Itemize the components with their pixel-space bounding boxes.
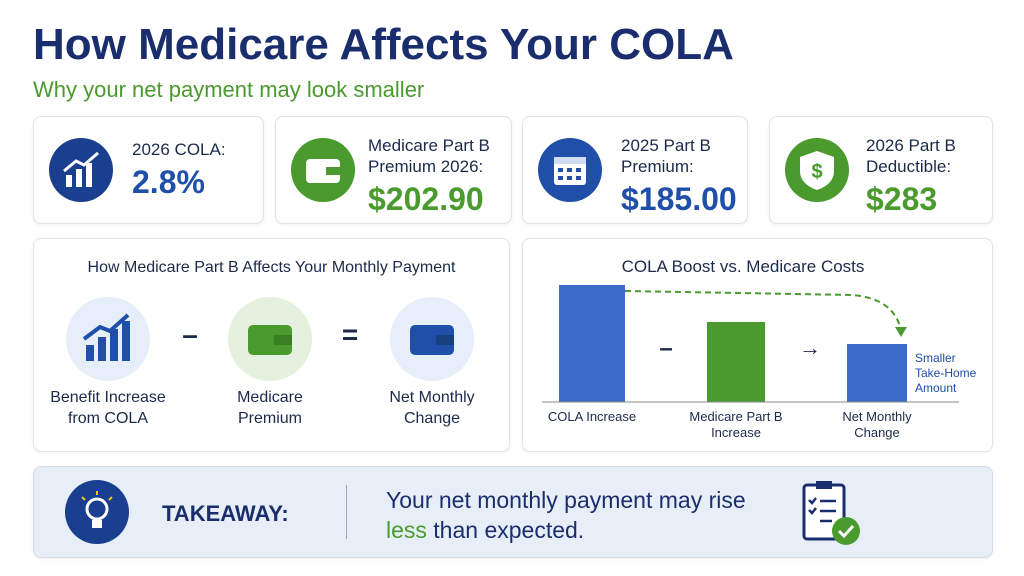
subtitle: Why your net payment may look smaller bbox=[33, 77, 425, 102]
flow-label: Net Monthly Change bbox=[389, 389, 475, 427]
icon bbox=[538, 138, 602, 202]
stat-label: 2025 Part B Premium: bbox=[621, 136, 711, 176]
icon bbox=[390, 297, 474, 381]
operator: – bbox=[182, 319, 198, 350]
bar-label: COLA Increase bbox=[547, 409, 637, 424]
illustration bbox=[542, 285, 959, 403]
icon: $ bbox=[785, 138, 849, 202]
stat-value: $185.00 bbox=[621, 181, 737, 217]
stat-label: Medicare Part B Premium 2026: bbox=[368, 136, 490, 176]
stat-card: 2026 COLA: 2.8% bbox=[33, 116, 264, 224]
bar-shape bbox=[847, 344, 907, 402]
svg-text:$: $ bbox=[811, 161, 822, 183]
takeaway-rest: than expected. bbox=[433, 517, 585, 543]
icon bbox=[49, 138, 113, 202]
comparison-panel: COLA Boost vs. Medicare Costs – → Smalle… bbox=[522, 238, 993, 452]
stat-value: 2.8% bbox=[132, 164, 205, 200]
stat-card: 2025 Part B Premium: $185.00 bbox=[522, 116, 748, 224]
takeaway-line: less than expected. bbox=[386, 515, 746, 545]
takeaway-text: Your net monthly payment may rise less t… bbox=[386, 485, 746, 545]
panel-title: How Medicare Part B Affects Your Monthly… bbox=[87, 259, 456, 276]
stat-value: $202.90 bbox=[368, 181, 484, 217]
takeaway-label: TAKEAWAY: bbox=[162, 501, 289, 526]
icon bbox=[65, 480, 129, 544]
stat-card: $ 2026 Part B Deductible: $283 bbox=[769, 116, 993, 224]
flow-label: Benefit Increase from COLA bbox=[50, 389, 166, 427]
operator: = bbox=[341, 319, 359, 350]
icon bbox=[66, 297, 150, 381]
bar-label: Medicare Part B Increase bbox=[689, 409, 783, 440]
stat-label: 2026 COLA: bbox=[132, 140, 226, 159]
icon bbox=[228, 297, 312, 381]
bar-label: Net Monthly Change bbox=[842, 409, 912, 440]
panel-title: COLA Boost vs. Medicare Costs bbox=[621, 257, 865, 276]
divider bbox=[346, 485, 347, 539]
bar-shape bbox=[707, 322, 765, 402]
operator: → bbox=[799, 335, 821, 360]
stat-label: 2026 Part B Deductible: bbox=[866, 136, 956, 176]
icon bbox=[802, 481, 860, 545]
note: Smaller Take-Home Amount bbox=[915, 351, 977, 395]
flow-panel: How Medicare Part B Affects Your Monthly… bbox=[33, 238, 510, 452]
title: How Medicare Affects Your COLA bbox=[33, 20, 734, 69]
stat-value: $283 bbox=[866, 181, 938, 217]
stat-card: Medicare Part B Premium 2026: $202.90 bbox=[275, 116, 512, 224]
operator: – bbox=[659, 335, 673, 362]
bar-shape bbox=[559, 285, 625, 402]
highlight: less bbox=[386, 517, 427, 543]
icon bbox=[291, 138, 355, 202]
flow-label: Medicare Premium bbox=[237, 389, 303, 427]
arrow-head bbox=[895, 327, 907, 337]
takeaway-line: Your net monthly payment may rise bbox=[386, 487, 746, 513]
takeaway-panel: TAKEAWAY: Your net monthly payment may r… bbox=[33, 466, 993, 558]
